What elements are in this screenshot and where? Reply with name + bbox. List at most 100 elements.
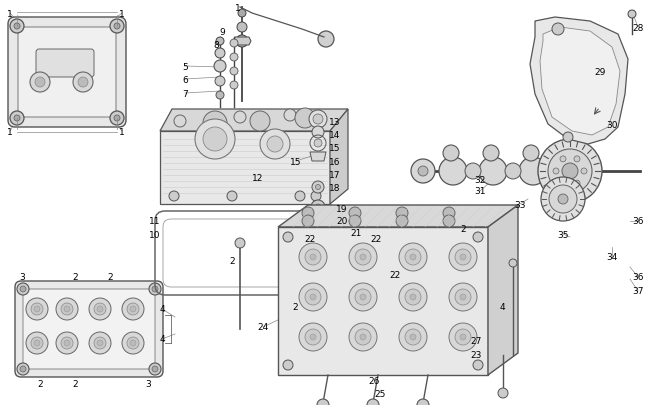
Text: 3: 3 [145, 379, 151, 388]
Circle shape [396, 215, 408, 228]
Circle shape [443, 146, 459, 162]
Circle shape [574, 181, 580, 187]
Text: 1: 1 [7, 127, 13, 136]
Circle shape [558, 194, 568, 205]
Circle shape [410, 294, 416, 300]
Circle shape [360, 294, 366, 300]
Text: 33: 33 [514, 200, 526, 209]
Circle shape [203, 112, 227, 136]
Text: 28: 28 [632, 23, 643, 32]
Circle shape [97, 340, 103, 346]
FancyBboxPatch shape [18, 28, 116, 118]
Circle shape [283, 232, 293, 243]
Circle shape [149, 363, 161, 375]
Circle shape [110, 112, 124, 126]
Text: 37: 37 [632, 287, 643, 296]
Polygon shape [540, 28, 620, 136]
Circle shape [509, 259, 517, 267]
Circle shape [417, 399, 429, 405]
Circle shape [152, 366, 158, 372]
Circle shape [312, 181, 324, 194]
Text: 19: 19 [336, 205, 348, 214]
Circle shape [89, 298, 111, 320]
Circle shape [34, 340, 40, 346]
Circle shape [460, 254, 466, 260]
Circle shape [61, 303, 73, 315]
Circle shape [64, 340, 70, 346]
Circle shape [31, 337, 43, 349]
Text: 2: 2 [72, 379, 78, 388]
Text: 1: 1 [235, 4, 241, 13]
Text: 2: 2 [72, 272, 78, 281]
Circle shape [35, 78, 45, 88]
Circle shape [562, 164, 578, 179]
Circle shape [305, 329, 321, 345]
Circle shape [405, 289, 421, 305]
Circle shape [89, 332, 111, 354]
Circle shape [114, 116, 120, 121]
Circle shape [328, 241, 336, 248]
Text: 15: 15 [330, 143, 341, 152]
Circle shape [299, 284, 327, 311]
Circle shape [367, 399, 379, 405]
Circle shape [311, 200, 325, 215]
Circle shape [315, 185, 320, 190]
Circle shape [574, 156, 580, 162]
Circle shape [31, 303, 43, 315]
Text: 36: 36 [632, 273, 643, 282]
Circle shape [302, 207, 314, 220]
Circle shape [399, 284, 427, 311]
Circle shape [315, 205, 321, 211]
Text: 27: 27 [471, 337, 482, 345]
Circle shape [317, 399, 329, 405]
Circle shape [410, 334, 416, 340]
Text: 23: 23 [471, 350, 482, 358]
Circle shape [581, 168, 587, 175]
Text: 30: 30 [606, 120, 618, 129]
Text: 14: 14 [330, 130, 341, 139]
Text: 1: 1 [119, 9, 125, 19]
Circle shape [498, 388, 508, 398]
Circle shape [396, 207, 408, 220]
Text: 35: 35 [557, 230, 569, 239]
Text: 26: 26 [369, 377, 380, 386]
Circle shape [560, 181, 566, 187]
Text: 8: 8 [213, 40, 219, 49]
Circle shape [399, 323, 427, 351]
Circle shape [549, 185, 577, 213]
Circle shape [519, 158, 547, 185]
Circle shape [169, 192, 179, 202]
Circle shape [20, 366, 26, 372]
Text: 3: 3 [19, 272, 25, 281]
Circle shape [238, 10, 246, 18]
Polygon shape [278, 228, 488, 375]
Text: 18: 18 [330, 183, 341, 192]
Polygon shape [488, 205, 518, 375]
Circle shape [73, 73, 93, 93]
Circle shape [203, 128, 227, 151]
Circle shape [299, 323, 327, 351]
Circle shape [299, 243, 327, 271]
Circle shape [552, 24, 564, 36]
Circle shape [122, 298, 144, 320]
Circle shape [216, 38, 224, 46]
Circle shape [302, 215, 314, 228]
Text: 2: 2 [292, 303, 298, 312]
Text: 20: 20 [336, 217, 348, 226]
Polygon shape [310, 153, 326, 162]
Text: 15: 15 [291, 157, 302, 166]
Polygon shape [160, 110, 348, 132]
Circle shape [399, 243, 427, 271]
Circle shape [230, 54, 238, 62]
Circle shape [563, 133, 573, 143]
Circle shape [479, 158, 507, 185]
Circle shape [311, 192, 321, 202]
Circle shape [355, 249, 371, 265]
Circle shape [10, 20, 24, 34]
Polygon shape [530, 18, 628, 145]
Circle shape [310, 294, 316, 300]
Circle shape [483, 146, 499, 162]
Circle shape [327, 226, 337, 237]
Text: 2: 2 [229, 257, 235, 266]
Circle shape [237, 23, 247, 33]
